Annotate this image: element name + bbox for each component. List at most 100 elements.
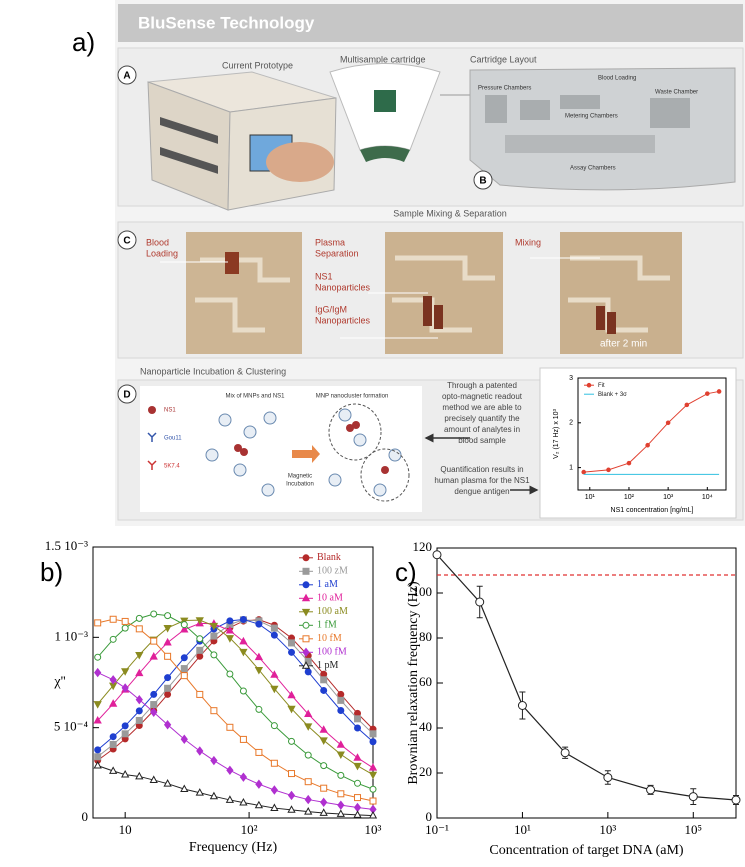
marker [240,688,246,694]
legend-label: Blank + 3σ [598,392,627,398]
marker [256,621,262,627]
step-label: Nanoparticles [315,315,371,325]
step-label: Mixing [515,237,541,247]
marker [240,616,246,622]
marker [151,691,157,697]
legend-label: NS1 [164,408,176,414]
marker [582,470,586,474]
chamber [485,95,507,123]
layout-part: Metering Chambers [565,114,618,120]
marker [122,625,128,631]
marker [165,685,171,691]
sample-blob [423,296,432,326]
diagram-label: Mix of MNPs and NS1 [225,394,285,400]
badge-text: D [123,390,130,401]
marker [110,734,116,740]
y-tick-label: 2 [569,420,573,427]
marker [587,383,591,387]
marker [289,771,295,777]
marker [151,611,157,617]
sample-blob [434,305,443,329]
time-label: after 2 min [600,339,647,350]
photo [560,232,682,354]
section-title: Nanoparticle Incubation & Clustering [140,366,286,376]
panel-label: a) [72,27,95,57]
marker [95,654,101,660]
x-tick-label: 10 [119,822,132,837]
marker [338,697,344,703]
layout-part: Blood Loading [598,76,636,82]
marker [136,626,142,632]
marker [165,675,171,681]
marker [151,638,157,644]
marker [197,653,203,659]
marker [136,717,142,723]
layout-part: Waste Chamber [655,90,698,96]
step-label: Nanoparticles [315,282,371,292]
legend-label: 100 zM [317,566,348,577]
text-line: Quantification results in [440,465,523,474]
marker [227,618,233,624]
label: Multisample cartridge [340,54,426,64]
legend-label: 1 pM [317,660,339,671]
marker [95,620,101,626]
marker [717,390,721,394]
text-line: amount of analytes in [444,425,520,434]
marker [227,724,233,730]
sample-blob [596,306,605,330]
marker [165,653,171,659]
y-tick-label: 1.5 10⁻³ [45,538,88,553]
legend-label: Fit [598,383,605,389]
marker [110,616,116,622]
marker [211,652,217,658]
legend-label: 1 aM [317,579,338,590]
step-label: Separation [315,248,359,258]
marker [271,760,277,766]
marker [321,687,327,693]
text-line: method we are able to [442,403,522,412]
marker [685,403,689,407]
marker [211,708,217,714]
figure: a) b) c) BluSense Technology A Current P… [0,0,745,862]
marker [122,618,128,624]
marker [289,649,295,655]
chamber [505,135,655,153]
y-axis-label: V₂ (17 Hz) x 10³ [553,408,560,458]
badge-text: C [123,236,130,247]
panel-label: b) [40,557,63,587]
badge-text: B [479,176,486,187]
x-tick-label: 10³ [663,494,674,501]
marker [136,615,142,621]
marker [271,723,277,729]
x-tick-label: 10⁻¹ [425,822,449,837]
x-tick-label: 10⁴ [702,494,713,501]
y-tick-label: 120 [413,539,433,554]
x-tick-label: 10¹ [514,822,531,837]
marker [165,691,171,697]
marker [321,763,327,769]
panel-a-title: BluSense Technology [138,13,315,32]
marker [303,622,309,628]
marker [303,568,309,574]
marker [110,741,116,747]
step-label: IgG/IgM [315,304,347,314]
marker [197,647,203,653]
legend-label: 100 fM [317,647,347,658]
text-line: precisely quantify the [444,414,520,423]
step-label: Plasma [315,237,345,247]
marker [338,772,344,778]
y-tick-label: 1 10⁻³ [54,628,88,643]
text-line: opto-magnetic readout [442,392,523,401]
icon [148,406,156,414]
marker [227,671,233,677]
marker [271,625,277,631]
x-tick-label: 10⁵ [685,822,703,837]
plot-frame [437,548,736,818]
y-tick-label: 0 [82,809,89,824]
sample-blob [225,252,239,274]
x-tick-label: 10² [241,822,258,837]
marker [211,633,217,639]
marker [305,752,311,758]
marker [355,795,361,801]
marker [136,708,142,714]
